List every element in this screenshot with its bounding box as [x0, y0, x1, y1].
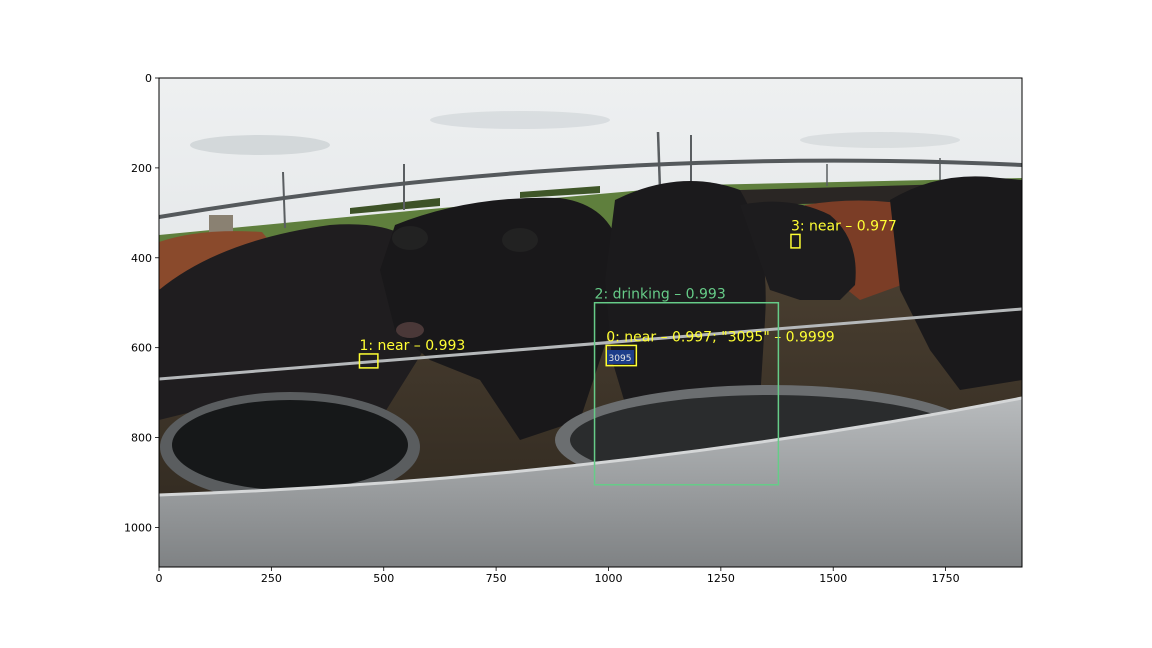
y-tick-label: 800 — [131, 432, 152, 445]
y-tick-label: 1000 — [124, 521, 152, 534]
x-tick-label: 1500 — [819, 572, 847, 585]
x-tick-label: 1250 — [707, 572, 735, 585]
utility-pole — [656, 131, 662, 191]
cow-ear — [502, 228, 538, 252]
detections-layer: 0: near – 0.997; "3095" – 0.9999 1: near … — [358, 218, 897, 486]
detection-label-1: 1: near – 0.993 — [359, 338, 465, 354]
detection-box-3 — [790, 233, 801, 249]
cloud — [430, 111, 610, 129]
cow-nose — [396, 322, 424, 338]
axes-frame — [158, 77, 1023, 568]
detection-box-0 — [605, 344, 638, 367]
cow-ear — [392, 226, 428, 250]
x-tick-label: 0 — [156, 572, 163, 585]
black-cow-center — [380, 197, 620, 440]
detection-label-0: 0: near – 0.997; "3095" – 0.9999 — [606, 329, 834, 345]
x-tick-label: 500 — [373, 572, 394, 585]
black-cow-far-right — [890, 176, 1022, 390]
detection-label-3: 3: near – 0.977 — [791, 218, 897, 234]
x-tick-label: 750 — [486, 572, 507, 585]
detection-label-2: 2: drinking – 0.993 — [595, 287, 726, 303]
x-tick-label: 1750 — [932, 572, 960, 585]
x-axis: 0 250 500 750 1000 1250 1500 1750 — [156, 567, 960, 585]
y-axis: 0 200 400 600 800 1000 — [124, 72, 159, 534]
x-tick-label: 250 — [261, 572, 282, 585]
detection-box-2 — [593, 301, 780, 486]
y-tick-label: 0 — [145, 72, 152, 85]
ear-tag — [606, 350, 634, 364]
farm-building — [209, 215, 233, 235]
tree-line — [350, 198, 440, 214]
fence-rail — [159, 158, 1022, 219]
x-tick-label: 1000 — [594, 572, 622, 585]
cloud — [190, 135, 330, 155]
cloud — [800, 132, 960, 148]
y-tick-label: 200 — [131, 162, 152, 175]
tree-line — [520, 186, 600, 198]
detection-box-1 — [358, 353, 379, 369]
y-tick-label: 600 — [131, 342, 152, 355]
cattle-photo: 3095 — [159, 78, 1022, 567]
foreground-trough — [159, 398, 1022, 567]
ear-tag-text: 3095 — [609, 354, 632, 364]
trough-water — [172, 400, 408, 490]
black-cow-left — [159, 224, 430, 430]
y-tick-label: 400 — [131, 252, 152, 265]
black-cow-right — [740, 201, 856, 300]
